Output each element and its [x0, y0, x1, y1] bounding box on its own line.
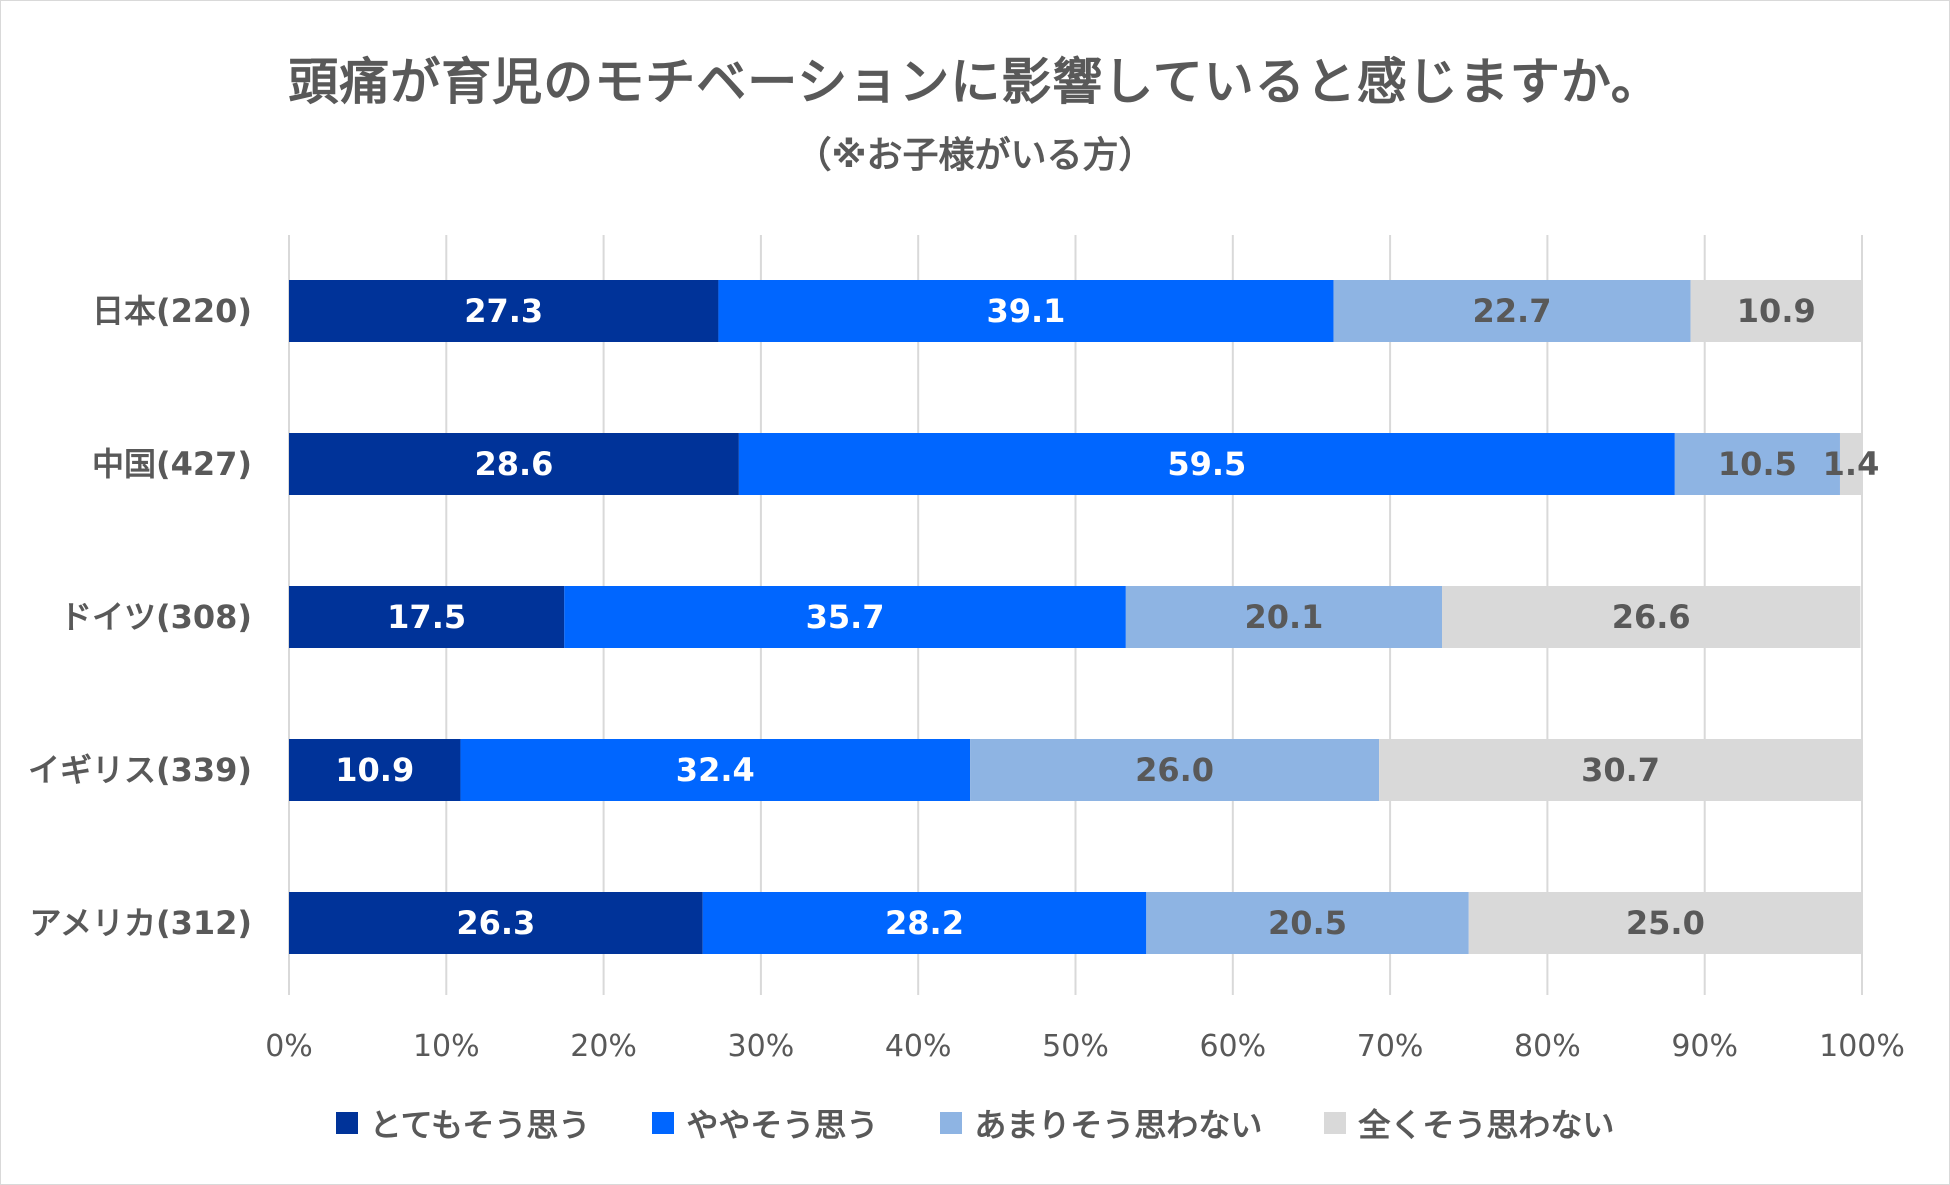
legend-swatch — [1324, 1112, 1347, 1134]
category-label: 日本(220) — [92, 292, 252, 330]
data-label: 26.0 — [1135, 751, 1214, 789]
x-tick-label: 60% — [1199, 1029, 1266, 1064]
bar-segment — [289, 280, 719, 342]
bar-segment — [289, 586, 565, 648]
legend-label: 全くそう思わない — [1358, 1106, 1615, 1144]
legend-item: とてもそう思う — [335, 1100, 591, 1146]
bar-segment — [1690, 280, 1862, 342]
data-label: 22.7 — [1473, 292, 1552, 330]
category-label: ドイツ(308) — [60, 598, 252, 636]
data-label: 10.5 — [1718, 445, 1797, 483]
x-axis-ticks: 0% 10% 20% 30% 40% 50% 60% 70% 80% 90% 100% — [265, 1029, 1905, 1064]
x-tick-label: 20% — [570, 1029, 637, 1064]
bar-segment — [1333, 280, 1691, 342]
data-label: 25.0 — [1626, 904, 1705, 942]
x-tick-label: 70% — [1357, 1029, 1424, 1064]
bar-segment — [1468, 892, 1862, 954]
legend-item: ややそう思う — [652, 1100, 878, 1146]
x-tick-label: 90% — [1671, 1029, 1738, 1064]
data-label: 28.2 — [885, 904, 964, 942]
category-labels: 日本(220) 中国(427) ドイツ(308) イギリス(339) アメリカ(312) — [28, 292, 252, 942]
category-label: イギリス(339) — [28, 751, 252, 789]
legend-label: ややそう思う — [686, 1106, 879, 1144]
bars — [289, 280, 1862, 954]
chart-subtitle: （※お子様がいる方） — [795, 135, 1155, 176]
bar-segment — [289, 892, 703, 954]
bar-segment — [1379, 739, 1862, 801]
legend-label: とてもそう思う — [369, 1106, 591, 1144]
bar-segment — [1839, 433, 1862, 495]
data-label: 1.4 — [1823, 445, 1880, 483]
data-label: 27.3 — [464, 292, 543, 330]
x-tick-label: 30% — [728, 1029, 795, 1064]
bar-segment — [289, 433, 739, 495]
data-label: 28.6 — [474, 445, 553, 483]
bar-segment — [1674, 433, 1840, 495]
x-tick-label: 80% — [1514, 1029, 1581, 1064]
data-label: 20.5 — [1268, 904, 1347, 942]
bar-segment — [460, 739, 971, 801]
data-label: 10.9 — [335, 751, 414, 789]
category-label: 中国(427) — [92, 445, 252, 483]
x-tick-label: 100% — [1819, 1029, 1905, 1064]
legend-item: 全くそう思わない — [1324, 1100, 1614, 1146]
bar-segment — [970, 739, 1380, 801]
data-label: 20.1 — [1244, 598, 1323, 636]
data-label: 10.9 — [1737, 292, 1816, 330]
bar-segment — [1146, 892, 1469, 954]
data-labels: 27.3 39.1 22.7 10.9 28.6 59.5 10.5 1.4 17.5 35.7 2… — [335, 292, 1879, 942]
data-label: 32.4 — [676, 751, 755, 789]
bar-segment — [1125, 586, 1443, 648]
data-label: 39.1 — [986, 292, 1065, 330]
category-label: アメリカ(312) — [30, 904, 252, 942]
data-label: 59.5 — [1167, 445, 1246, 483]
data-label: 17.5 — [387, 598, 466, 636]
chart-title: 頭痛が育児のモチベーションに影響していると感じますか。 — [288, 53, 1662, 111]
data-label: 30.7 — [1581, 751, 1660, 789]
bar-segment — [289, 739, 461, 801]
legend-swatch — [940, 1112, 963, 1134]
bar-segment — [738, 433, 1675, 495]
legend-swatch — [335, 1112, 358, 1134]
bar-segment — [702, 892, 1147, 954]
x-tick-label: 10% — [413, 1029, 480, 1064]
data-label: 26.3 — [456, 904, 535, 942]
x-tick-label: 40% — [885, 1029, 952, 1064]
legend-item: あまりそう思わない — [940, 1100, 1262, 1146]
legend-swatch — [652, 1112, 675, 1134]
legend: とてもそう思う ややそう思う あまりそう思わない 全くそう思わない — [0, 1100, 1950, 1146]
x-tick-label: 0% — [265, 1029, 313, 1064]
bar-segment — [718, 280, 1334, 342]
data-label: 26.6 — [1612, 598, 1691, 636]
x-tick-label: 50% — [1042, 1029, 1109, 1064]
data-label: 35.7 — [806, 598, 885, 636]
bar-segment — [564, 586, 1126, 648]
legend-label: あまりそう思わない — [974, 1106, 1263, 1144]
bar-segment — [1442, 586, 1861, 648]
